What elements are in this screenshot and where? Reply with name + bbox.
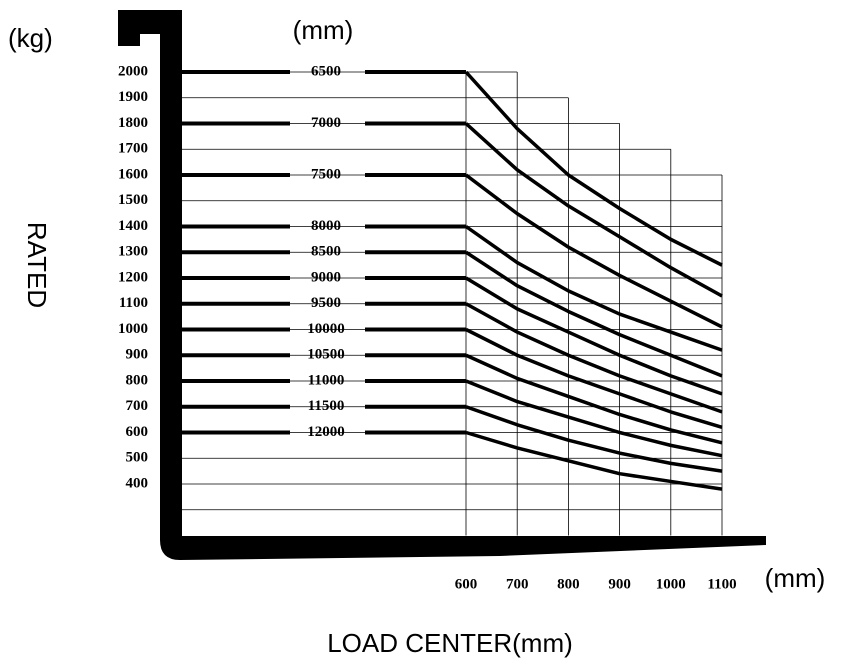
y-tick-label: 500 [126, 450, 149, 466]
y-tick-label: 1900 [118, 89, 148, 105]
fork-shape [118, 10, 766, 560]
series-label: 9000 [311, 269, 341, 285]
load-curve [465, 379, 723, 458]
series-label: 6500 [311, 63, 341, 79]
y-unit: (kg) [8, 23, 53, 53]
series-label: 10500 [307, 347, 345, 363]
series-label: 8500 [311, 244, 341, 260]
y-tick-label: 700 [126, 398, 149, 414]
series-label: 11500 [308, 398, 345, 414]
load-curve [465, 327, 723, 430]
y-tick-label: 800 [126, 372, 149, 388]
y-tick-label: 1700 [118, 141, 148, 157]
series-label: 10000 [307, 321, 345, 337]
y-tick-label: 1200 [118, 269, 148, 285]
x-tick-label: 800 [557, 576, 580, 592]
load-curve [465, 302, 723, 414]
series-unit: (mm) [293, 15, 354, 45]
y-tick-label: 900 [126, 347, 149, 363]
series-label: 7000 [311, 115, 341, 131]
y-tick-label: 2000 [118, 63, 148, 79]
load-curve [464, 225, 723, 352]
x-unit: (mm) [765, 563, 826, 593]
y-tick-label: 1300 [118, 244, 148, 260]
x-axis-label: LOAD CENTER(mm) [327, 628, 573, 658]
y-tick-label: 1800 [118, 115, 148, 131]
series-label: 12000 [307, 424, 345, 440]
x-tick-label: 600 [455, 576, 478, 592]
load-curve [464, 122, 723, 298]
series-label: 8000 [311, 218, 341, 234]
x-tick-label: 1000 [656, 576, 686, 592]
load-curve [465, 353, 723, 445]
y-tick-label: 1400 [118, 218, 148, 234]
load-curve [464, 173, 723, 329]
series-label: 11000 [308, 372, 345, 388]
y-tick-label: 1500 [118, 192, 148, 208]
series-label: 7500 [311, 166, 341, 182]
load-curve [465, 405, 723, 473]
y-tick-label: 1000 [118, 321, 148, 337]
y-tick-label: 1100 [119, 295, 148, 311]
x-tick-label: 900 [608, 576, 631, 592]
series-label: 9500 [311, 295, 341, 311]
load-curve [465, 276, 723, 396]
y-tick-label: 600 [126, 424, 149, 440]
load-curve [464, 70, 723, 267]
load-curve [465, 430, 723, 491]
load-curve [465, 250, 723, 378]
y-axis-label: RATED [22, 222, 52, 308]
y-tick-label: 1600 [118, 166, 148, 182]
y-tick-label: 400 [126, 475, 149, 491]
x-tick-label: 1100 [707, 576, 736, 592]
x-tick-label: 700 [506, 576, 529, 592]
